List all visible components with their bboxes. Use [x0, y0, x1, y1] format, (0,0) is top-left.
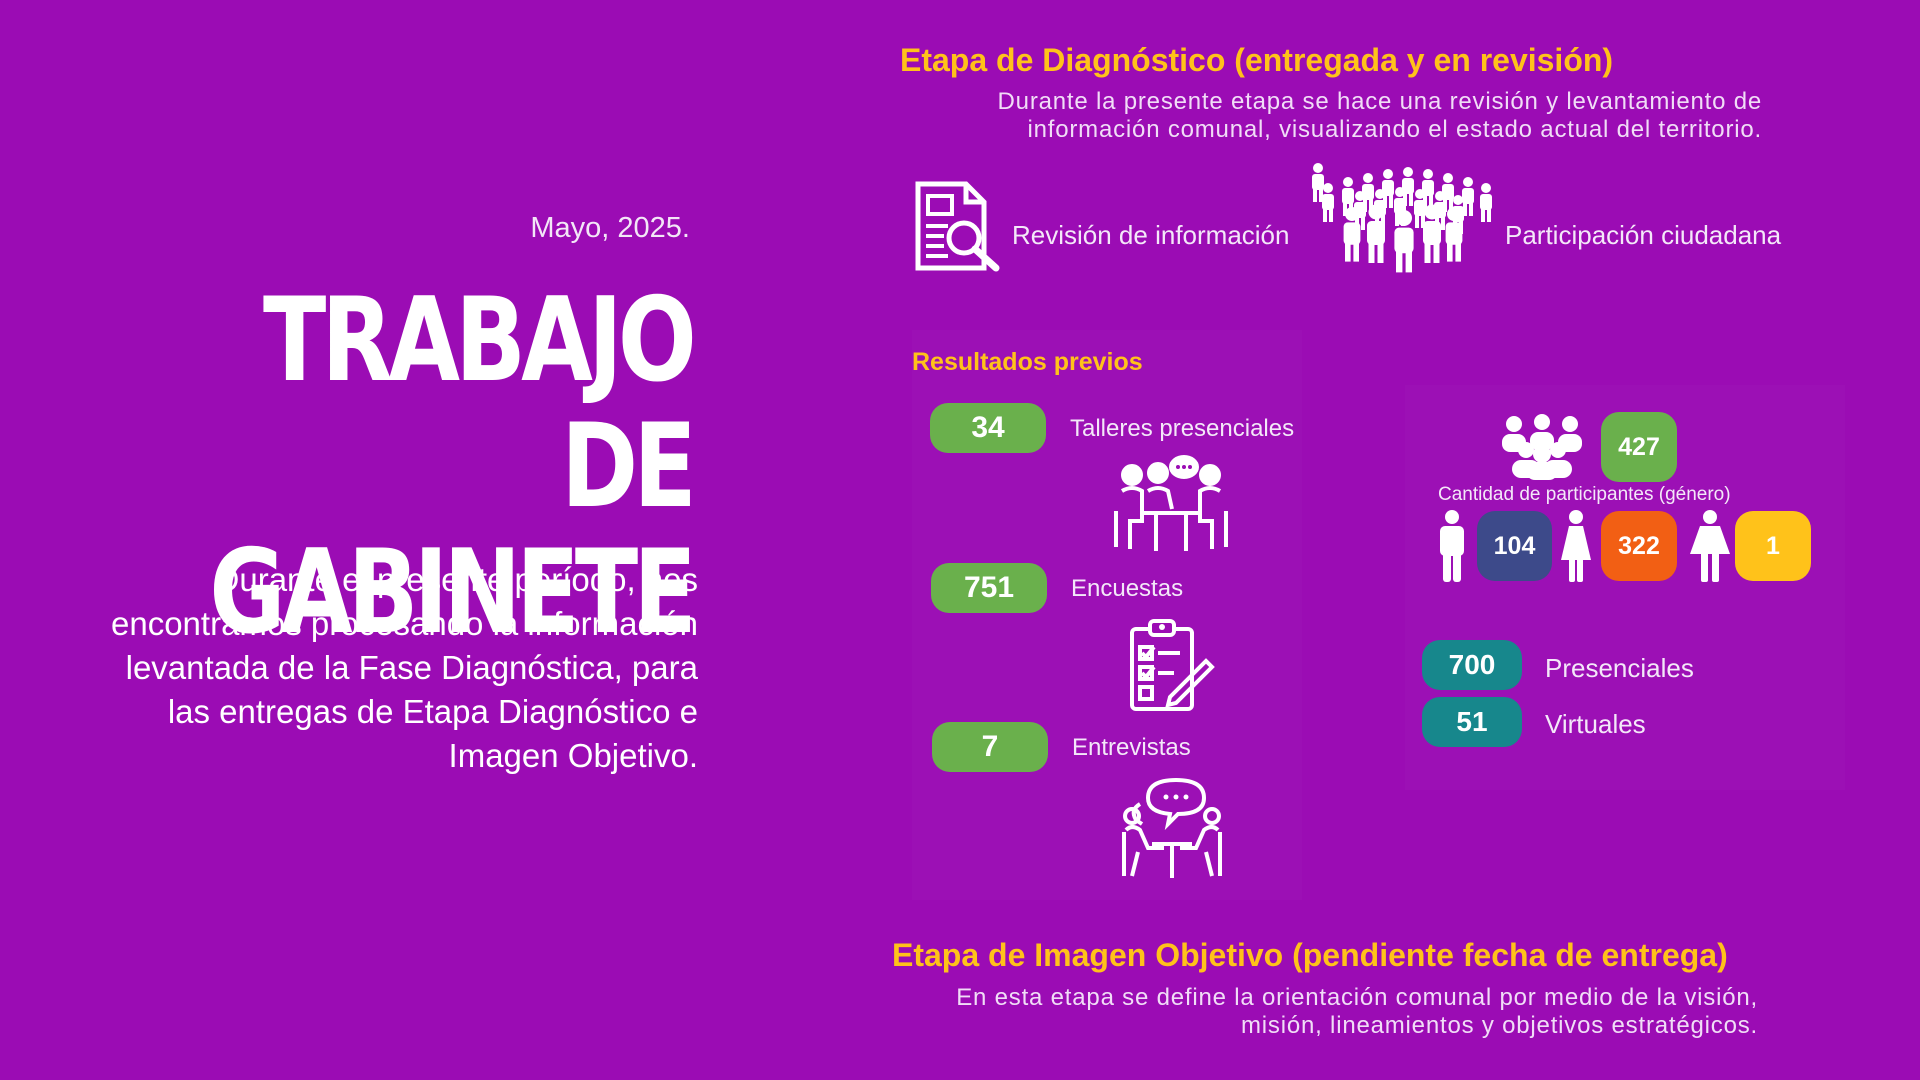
- document-search-icon: [914, 180, 1004, 277]
- resultados-heading: Resultados previos: [912, 348, 1143, 376]
- talleres-label: Talleres presenciales: [1070, 415, 1295, 442]
- title-line-2: GABINETE: [209, 525, 696, 660]
- workshop-icon: [1112, 455, 1230, 562]
- other-count: 1: [1735, 511, 1811, 581]
- man-icon: [1437, 510, 1467, 587]
- revision-label: Revisión de información: [1012, 220, 1290, 250]
- clipboard-checklist-icon: [1128, 617, 1215, 718]
- encuestas-count: 751: [931, 563, 1047, 613]
- participants-group-icon: [1496, 414, 1588, 485]
- person-icon: [1690, 510, 1730, 587]
- participacion-label: Participación ciudadana: [1505, 220, 1782, 250]
- virtuales-label: Virtuales: [1545, 709, 1646, 739]
- encuestas-label: Encuestas: [1071, 575, 1184, 602]
- presenciales-label: Presenciales: [1545, 653, 1694, 683]
- men-count: 104: [1477, 511, 1552, 581]
- presenciales-count: 700: [1422, 640, 1522, 690]
- entrevistas-count: 7: [932, 722, 1048, 772]
- page-title: TRABAJO DE GABINETE: [138, 273, 697, 660]
- imagen-objetivo-description: En esta etapa se define la orientación c…: [956, 984, 1758, 1039]
- intro-paragraph: Durante el presente período, nos encontr…: [111, 561, 698, 774]
- talleres-count: 34: [930, 403, 1046, 453]
- date-label: Mayo, 2025.: [530, 212, 690, 244]
- diagnostico-heading: Etapa de Diagnóstico (entregada y en rev…: [900, 42, 1614, 78]
- participants-total: 427: [1601, 412, 1677, 482]
- women-count: 322: [1601, 511, 1677, 581]
- diagnostico-description: Durante la presente etapa se hace una re…: [997, 88, 1762, 143]
- participants-gender-label: Cantidad de participantes (género): [1438, 484, 1731, 505]
- interview-icon: [1118, 774, 1226, 885]
- virtuales-count: 51: [1422, 697, 1522, 747]
- crowd-icon: [1312, 163, 1498, 289]
- title-line-1: TRABAJO DE: [263, 273, 697, 534]
- entrevistas-label: Entrevistas: [1072, 734, 1191, 761]
- imagen-objetivo-heading: Etapa de Imagen Objetivo (pendiente fech…: [892, 937, 1728, 973]
- woman-icon: [1561, 510, 1591, 587]
